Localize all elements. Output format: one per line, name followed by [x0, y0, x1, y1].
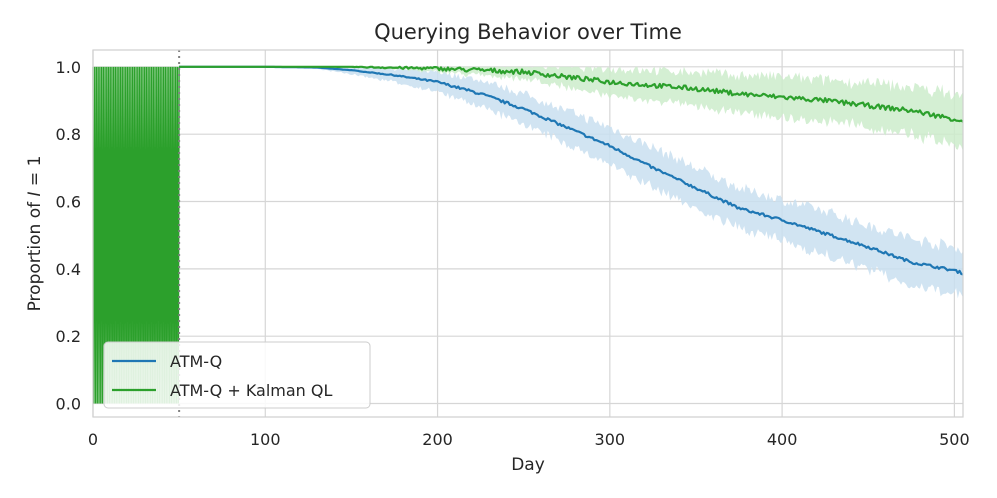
x-tick-label: 500: [939, 430, 970, 449]
x-tick-label: 400: [767, 430, 798, 449]
y-tick-label: 0.6: [56, 193, 81, 212]
y-tick-label: 0.4: [56, 260, 81, 279]
x-tick-label: 200: [422, 430, 453, 449]
x-axis-ticks: 0 100 200 300 400 500: [88, 430, 970, 449]
band-atm-q: [179, 66, 964, 299]
x-tick-label: 100: [250, 430, 281, 449]
y-tick-label: 0.2: [56, 327, 81, 346]
chart-title: Querying Behavior over Time: [374, 20, 682, 44]
line-atm-q-kalman: [179, 65, 964, 123]
legend-box: [103, 341, 371, 409]
initial-phase-line: [92, 66, 180, 404]
legend: ATM-Q ATM-Q + Kalman QL: [103, 341, 371, 409]
plot-frame: [92, 49, 964, 418]
y-tick-label: 0.8: [56, 125, 81, 144]
x-tick-label: 0: [88, 430, 98, 449]
y-axis-ticks: 0.0 0.2 0.4 0.6 0.8 1.0: [56, 58, 81, 414]
legend-label-atm-q-kalman: ATM-Q + Kalman QL: [170, 381, 332, 400]
y-tick-label: 1.0: [56, 58, 81, 77]
y-tick-label: 0.0: [56, 395, 81, 414]
y-axis-title: Proportion of I = 1: [25, 156, 45, 312]
legend-label-atm-q: ATM-Q: [170, 352, 222, 371]
band-atm-q-kalman: [179, 66, 964, 152]
series-lines: [179, 65, 964, 276]
x-axis-title: Day: [511, 455, 545, 475]
confidence-bands: [179, 66, 964, 299]
x-tick-label: 300: [595, 430, 626, 449]
